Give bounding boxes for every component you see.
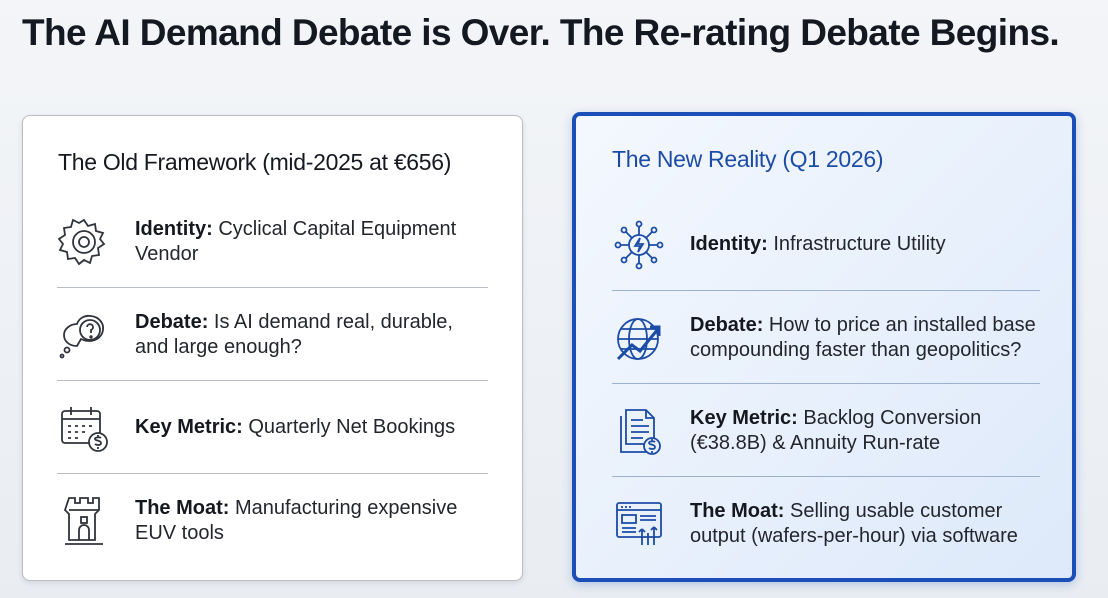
row-text: Key Metric: Backlog Conversion (€38.8B) …	[690, 406, 1040, 456]
row-text: Debate: Is AI demand real, durable, and …	[135, 310, 480, 360]
icon	[59, 314, 104, 358]
row-icon	[612, 497, 690, 551]
row-value: Manufacturing expensive EUV tools	[135, 496, 458, 544]
row-label: The Moat:	[135, 496, 230, 519]
row-label: Key Metric:	[690, 406, 798, 429]
row-text: Identity: Infrastructure Utility	[690, 232, 1040, 257]
row-value: Quarterly Net Bookings	[248, 416, 456, 438]
framework-row: Key Metric: Quarterly Net Bookings	[57, 380, 488, 474]
row-icon	[57, 494, 135, 548]
row-text: Debate: How to price an installed base c…	[690, 313, 1040, 363]
framework-row: The Moat: Manufacturing expensive EUV to…	[57, 473, 488, 567]
row-label: Debate:	[690, 313, 764, 336]
framework-row: Identity: Cyclical Capital Equipment Ven…	[57, 195, 488, 288]
row-text: The Moat: Manufacturing expensive EUV to…	[135, 496, 480, 546]
old-framework-panel: The Old Framework (mid-2025 at €656) Ide…	[22, 115, 523, 581]
icon	[57, 218, 106, 265]
row-icon	[57, 308, 135, 362]
framework-row: Debate: Is AI demand real, durable, and …	[57, 287, 488, 381]
icon	[63, 496, 103, 545]
row-value: Selling usable customer output (wafers-p…	[690, 499, 1018, 547]
framework-row: Key Metric: Backlog Conversion (€38.8B) …	[612, 383, 1040, 477]
row-icon	[57, 401, 135, 455]
row-icon	[612, 311, 690, 365]
framework-row: Debate: How to price an installed base c…	[612, 290, 1040, 384]
row-value: Cyclical Capital Equipment Vendor	[135, 217, 457, 265]
row-value: Infrastructure Utility	[773, 233, 946, 255]
row-icon	[612, 404, 690, 458]
row-text: Identity: Cyclical Capital Equipment Ven…	[135, 217, 480, 267]
row-label: Key Metric:	[135, 416, 243, 438]
row-value: How to price an installed base compoundi…	[690, 313, 1036, 361]
icon	[616, 501, 662, 545]
icon	[616, 317, 661, 360]
panel-heading: The New Reality (Q1 2026)	[612, 146, 884, 172]
icon	[620, 408, 661, 455]
row-label: Identity:	[690, 233, 768, 255]
row-label: The Moat:	[690, 499, 785, 522]
row-label: Identity:	[135, 217, 213, 240]
row-icon	[57, 215, 135, 269]
icon	[61, 406, 108, 452]
new-reality-panel: The New Reality (Q1 2026) Identity: Infr…	[572, 112, 1076, 582]
panel-heading: The Old Framework (mid-2025 at €656)	[58, 149, 452, 175]
row-text: Key Metric: Quarterly Net Bookings	[135, 415, 480, 440]
row-icon	[612, 218, 690, 272]
row-text: The Moat: Selling usable customer output…	[690, 499, 1040, 549]
row-value: Backlog Conversion (€38.8B) & Annuity Ru…	[690, 406, 982, 454]
framework-row: Identity: Infrastructure Utility	[612, 198, 1040, 291]
framework-row: The Moat: Selling usable customer output…	[612, 476, 1040, 570]
row-label: Debate:	[135, 310, 209, 333]
slide-title: The AI Demand Debate is Over. The Re-rat…	[22, 12, 1060, 53]
row-value: Is AI demand real, durable, and large en…	[135, 310, 453, 358]
icon	[614, 220, 664, 269]
